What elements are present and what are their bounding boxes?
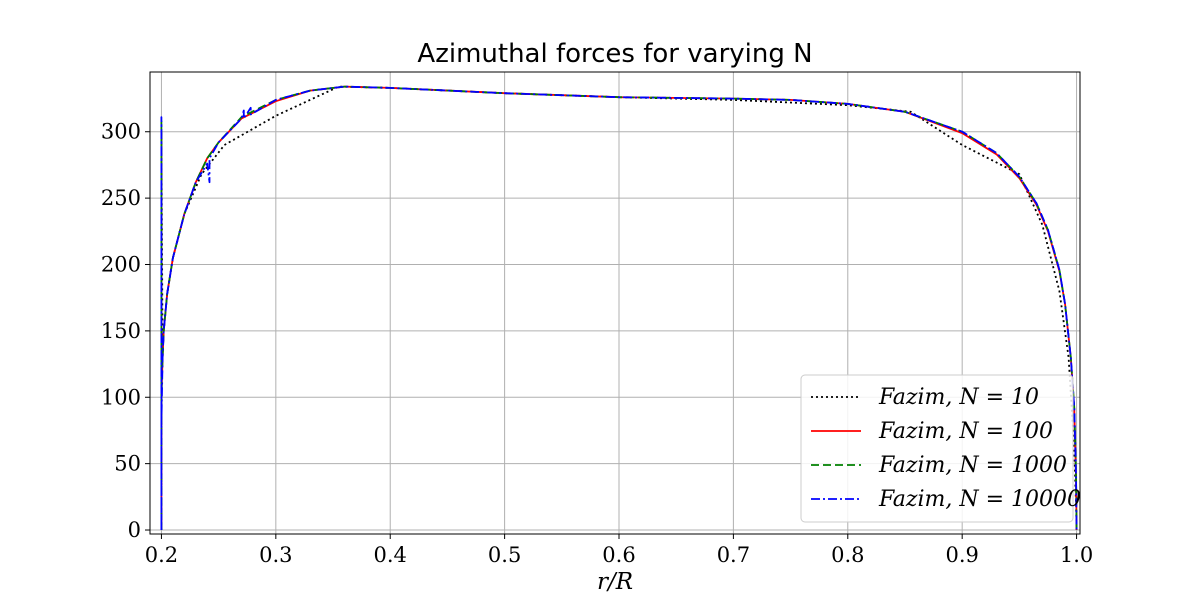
legend-box: [800, 374, 1074, 523]
x-axis-label: r/R: [597, 569, 633, 595]
y-tick-label: 200: [101, 253, 141, 277]
chart-title: Azimuthal forces for varying N: [417, 39, 812, 69]
y-tick-label: 250: [101, 186, 141, 210]
x-tick-label: 0.4: [374, 543, 407, 567]
x-tick-label: 0.7: [717, 543, 750, 567]
x-tick-label: 0.9: [945, 543, 978, 567]
x-tick-label: 1.0: [1060, 543, 1093, 567]
y-ticks: 0 50 100 150 200 250 300: [101, 120, 150, 542]
x-tick-label: 0.8: [831, 543, 864, 567]
y-tick-label: 0: [128, 518, 141, 542]
x-tick-label: 0.6: [602, 543, 635, 567]
y-tick-label: 100: [101, 385, 141, 409]
legend-entry-label: Fazim, N = 1000: [878, 453, 1067, 478]
series-lines: [160, 85, 1078, 531]
legend: Fazim, N = 10 Fazim, N = 100 Fazim, N = 10…: [800, 374, 1081, 523]
x-ticks: 0.2 0.3 0.4 0.5 0.6 0.7 0.8 0.9 1.0: [145, 534, 1093, 567]
legend-entry-label: Fazim, N = 10: [878, 385, 1039, 410]
grid-lines: [150, 72, 1080, 534]
x-tick-label: 0.2: [145, 543, 178, 567]
plot-frame: [149, 71, 1081, 535]
x-tick-label: 0.5: [488, 543, 521, 567]
legend-entry-label: Fazim, N = 100: [878, 419, 1053, 444]
legend-entry-label: Fazim, N = 10000: [878, 487, 1081, 512]
x-tick-label: 0.3: [259, 543, 292, 567]
y-tick-label: 300: [101, 120, 141, 144]
y-tick-label: 150: [101, 319, 141, 343]
y-tick-label: 50: [114, 452, 141, 476]
